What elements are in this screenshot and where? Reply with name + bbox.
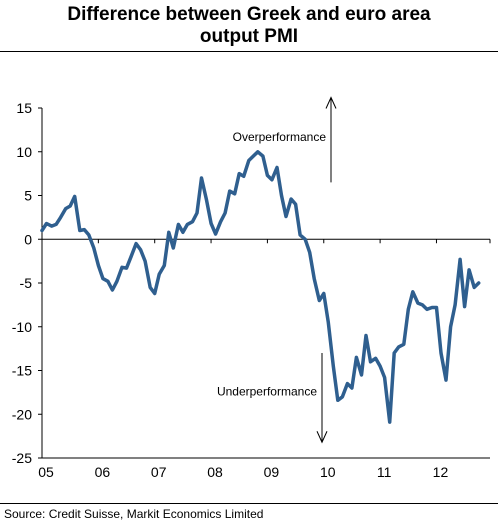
chart-title-line-2: output PMI xyxy=(199,26,299,47)
source-divider xyxy=(0,503,498,504)
y-tick-label: -20 xyxy=(12,406,32,422)
y-tick-label: 15 xyxy=(16,100,32,116)
y-tick-label: -5 xyxy=(20,275,33,291)
chart-title-line-1: Difference between Greek and euro area xyxy=(67,4,431,25)
source-note: Source: Credit Suisse, Markit Economics … xyxy=(4,507,264,521)
y-tick-label: -10 xyxy=(12,319,32,335)
x-tick-label: 05 xyxy=(38,464,54,480)
x-tick-label: 11 xyxy=(377,464,392,480)
x-tick-label: 09 xyxy=(264,464,280,480)
up-arrow-icon xyxy=(325,96,337,109)
y-tick-label: 10 xyxy=(16,144,32,160)
x-tick-label: 12 xyxy=(433,464,449,480)
title-divider xyxy=(0,51,498,52)
y-tick-label: -25 xyxy=(12,450,32,466)
x-tick-label: 08 xyxy=(207,464,223,480)
down-arrow-icon xyxy=(316,431,328,444)
annotation-overperformance: Overperformance xyxy=(233,130,327,144)
chart-title: Difference between Greek and euro area o… xyxy=(0,4,498,48)
x-tick-label: 07 xyxy=(151,464,167,480)
x-tick-label: 06 xyxy=(95,464,111,480)
y-tick-label: 5 xyxy=(24,188,32,204)
x-tick-label: 10 xyxy=(320,464,336,480)
series-line xyxy=(40,150,481,424)
y-tick-label: -15 xyxy=(12,363,32,379)
y-tick-label: 0 xyxy=(24,231,32,247)
annotation-underperformance: Underperformance xyxy=(217,385,317,399)
